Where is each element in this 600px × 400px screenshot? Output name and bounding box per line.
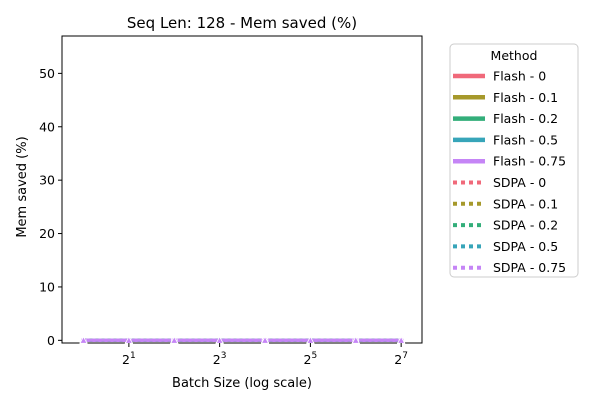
- y-axis-ticks: 0 10 20 30 40 50: [39, 66, 62, 348]
- legend-label: Flash - 0.5: [493, 132, 558, 147]
- y-tick-label: 0: [47, 333, 55, 348]
- y-tick-label: 30: [39, 173, 55, 188]
- y-tick-label: 20: [39, 226, 55, 241]
- chart-title: Seq Len: 128 - Mem saved (%): [127, 14, 357, 32]
- legend-frame: [449, 43, 579, 278]
- legend-label: SDPA - 0.75: [493, 260, 566, 275]
- x-tick-label: 21: [122, 351, 136, 367]
- x-tick-exponent: 7: [402, 351, 408, 361]
- x-tick-exponent: 3: [221, 351, 227, 361]
- y-tick-label: 10: [39, 279, 55, 294]
- data-point: [260, 335, 270, 344]
- legend-label: Flash - 0: [493, 69, 546, 84]
- x-tick-base: 2: [394, 352, 402, 367]
- x-tick-base: 2: [304, 352, 312, 367]
- legend-items: Flash - 0 Flash - 0.1 Flash - 0.2 Flash - 0…: [453, 69, 566, 275]
- y-tick-label: 50: [39, 66, 55, 81]
- y-axis-label: Mem saved (%): [15, 136, 30, 237]
- x-axis-label: Batch Size (log scale): [172, 376, 312, 391]
- x-tick-base: 2: [122, 352, 130, 367]
- legend-label: Flash - 0.75: [493, 154, 566, 169]
- x-tick-exponent: 5: [312, 351, 318, 361]
- x-tick-label: 23: [213, 351, 227, 367]
- data-point: [170, 335, 179, 344]
- plot-frame: [61, 35, 423, 344]
- series-layer: [79, 335, 406, 344]
- legend-label: Flash - 0.1: [493, 90, 558, 105]
- x-tick-label: 27: [394, 351, 408, 367]
- legend-label: SDPA - 0: [493, 175, 546, 190]
- legend-label: Flash - 0.2: [493, 111, 558, 126]
- legend-label: SDPA - 0.2: [493, 218, 558, 233]
- x-tick-exponent: 1: [130, 351, 136, 361]
- legend-title: Method: [491, 48, 538, 63]
- data-point: [79, 335, 88, 344]
- data-point: [351, 335, 360, 344]
- x-axis-ticks: 21 23 25 27: [122, 343, 408, 367]
- y-tick-label: 40: [39, 119, 55, 134]
- plot-area: [61, 35, 423, 344]
- x-tick-label: 25: [304, 351, 318, 367]
- x-tick-base: 2: [213, 352, 221, 367]
- legend-label: SDPA - 0.5: [493, 239, 558, 254]
- legend-label: SDPA - 0.1: [493, 196, 558, 211]
